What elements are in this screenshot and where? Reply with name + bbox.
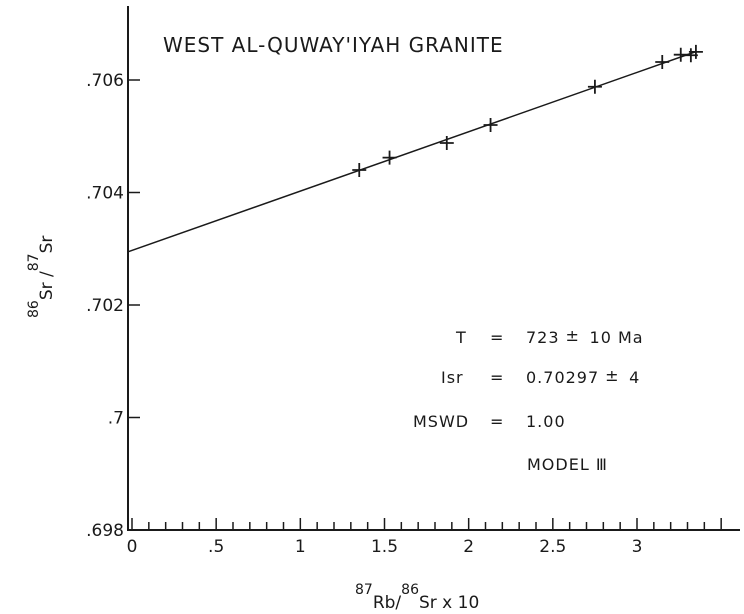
label-superscript: 86 [26, 300, 42, 318]
annotation-lhs: T [455, 328, 467, 347]
chart-title: WEST AL-QUWAY'IYAH GRANITE [163, 33, 504, 57]
fit-line [127, 50, 697, 253]
y-tick-label: .698 [86, 521, 124, 541]
axis-ticks: 0 .5 1 1.5 2 2.5 3 .698 .7 .702 .704 .706 [86, 71, 722, 557]
label-text: Rb/ [373, 593, 402, 613]
annotation-value: 0.70297 [526, 368, 599, 387]
annotation-equals: = [490, 412, 504, 431]
y-tick-label: .702 [86, 296, 124, 316]
axes-frame [127, 6, 740, 531]
annotation-lhs: Isr [441, 368, 464, 387]
x-tick-label: 1 [295, 537, 306, 557]
data-point [587, 79, 602, 94]
label-superscript: 87 [26, 253, 42, 271]
annotation-error: 4 [629, 368, 640, 387]
y-tick-label: .704 [86, 184, 124, 204]
isochron-fit-line [127, 50, 697, 253]
annotation-value: 1.00 [526, 412, 566, 431]
annotation-plus-minus: ± [566, 326, 580, 345]
y-tick-label: .706 [86, 71, 124, 91]
x-tick-label: 0 [127, 537, 138, 557]
data-point [655, 55, 670, 69]
plot-frame [127, 6, 740, 531]
x-tick-label: 2.5 [539, 537, 566, 557]
y-axis-label: 86Sr /87Sr [26, 236, 57, 318]
x-tick-label: 2 [463, 537, 474, 557]
data-points [352, 44, 703, 177]
data-point [382, 150, 397, 165]
x-axis-label: 87Rb/86Sr x 10 [355, 582, 479, 613]
annotation-lhs: MSWD [413, 412, 469, 431]
label-superscript: 86 [401, 582, 419, 598]
annotation-value: 723 [526, 328, 560, 347]
annotation-lhs: MODEL Ⅲ [527, 455, 608, 474]
label-superscript: 87 [355, 582, 373, 598]
label-text: Sr x 10 [419, 593, 479, 613]
annotation-error: 10 Ma [590, 328, 644, 347]
data-point [483, 118, 498, 132]
annotation-plus-minus: ± [605, 366, 619, 385]
x-tick-label: 1.5 [371, 537, 398, 557]
label-text: Sr / [37, 271, 57, 300]
annotation-equals: = [490, 328, 504, 347]
x-tick-label: 3 [632, 537, 643, 557]
label-text: Sr [37, 236, 57, 254]
annotation-equals: = [490, 368, 504, 387]
data-point [352, 163, 367, 177]
data-point [439, 136, 454, 150]
data-point [688, 44, 703, 59]
y-tick-label: .7 [108, 409, 124, 429]
annotations: T = 723 ±10 Ma Isr = 0.70297 ±4 MSWD = 1.00 MODEL Ⅲ [413, 326, 644, 474]
x-tick-label: .5 [208, 537, 224, 557]
